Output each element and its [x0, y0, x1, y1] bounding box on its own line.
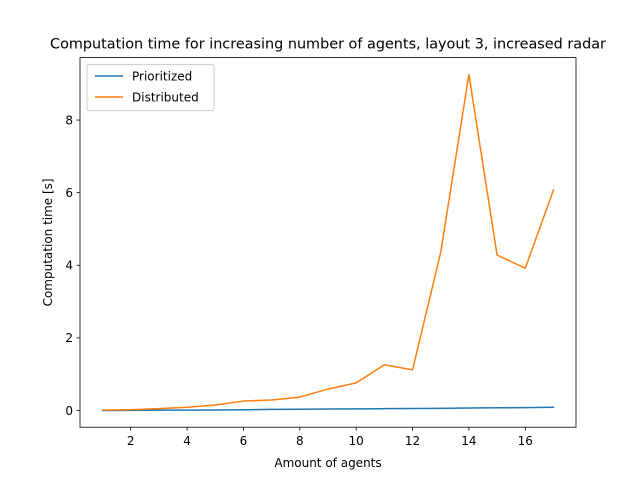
- plot-area-frame: [79, 57, 577, 428]
- x-tick-label: 2: [127, 434, 135, 448]
- plot-lines: [101, 73, 555, 412]
- legend-label-prioritized: Prioritized: [132, 69, 192, 83]
- x-tick-label: 10: [349, 434, 364, 448]
- x-tick-label: 4: [183, 434, 191, 448]
- y-tick-label: 4: [65, 259, 73, 273]
- series-line-prioritized: [101, 406, 555, 412]
- series-line-distributed: [101, 73, 555, 411]
- x-axis-label: Amount of agents: [274, 456, 381, 470]
- y-tick-label: 2: [65, 331, 73, 345]
- legend-label-distributed: Distributed: [132, 90, 199, 104]
- y-tick-label: 0: [65, 404, 73, 418]
- x-tick-label: 12: [405, 434, 420, 448]
- y-tick-label: 6: [65, 186, 73, 200]
- x-tick-label: 8: [296, 434, 304, 448]
- x-axis-ticks: 2 4 6 8 10 12 14 16: [127, 427, 533, 448]
- x-tick-label: 6: [240, 434, 248, 448]
- x-tick-label: 14: [461, 434, 476, 448]
- y-axis-label: Computation time [s]: [41, 178, 55, 306]
- y-axis-ticks: 0 2 4 6 8: [65, 113, 80, 418]
- legend: Prioritized Distributed: [86, 64, 215, 112]
- chart-title: Computation time for increasing number o…: [50, 37, 606, 53]
- x-tick-label: 16: [518, 434, 533, 448]
- y-tick-label: 8: [65, 113, 73, 127]
